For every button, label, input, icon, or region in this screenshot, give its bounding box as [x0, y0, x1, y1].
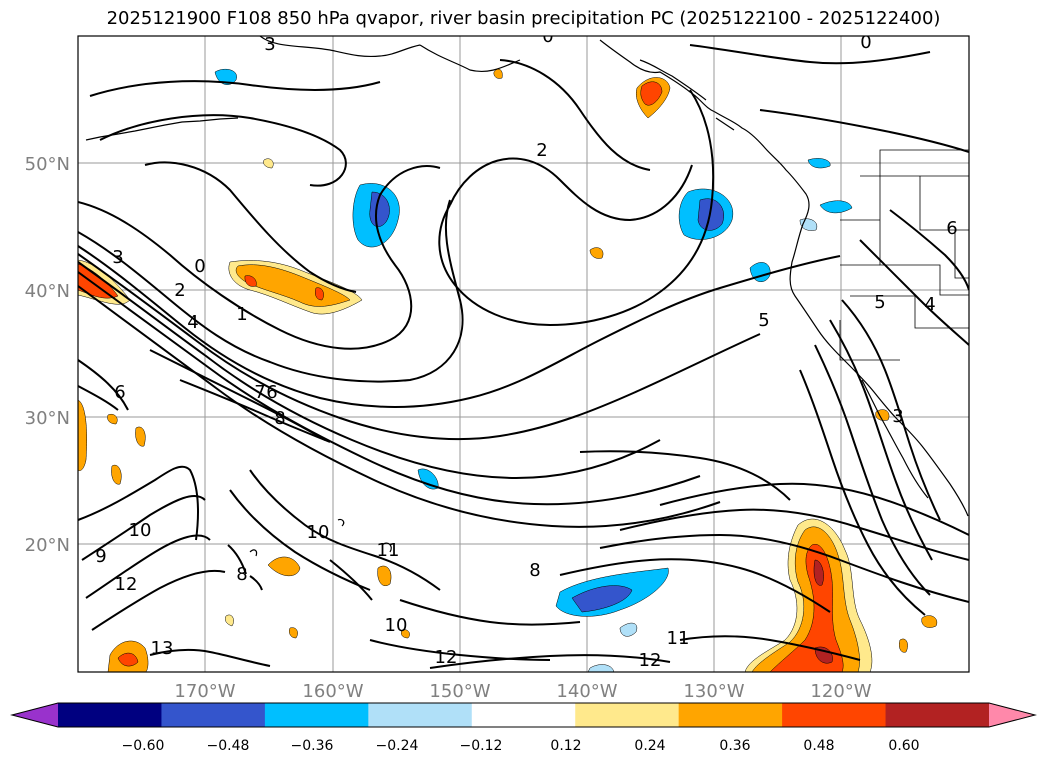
colorbar-tick: 0.24 [634, 738, 665, 754]
lon-label-150w: 150°W [429, 681, 490, 702]
colorbar-tick: −0.48 [207, 738, 250, 754]
colorbar-tick: 0.12 [550, 738, 581, 754]
contour-label-3: 3 [112, 247, 123, 268]
contour-label-11: 11 [377, 540, 400, 561]
colorbar-bin [368, 703, 473, 727]
contour-label-1: 1 [236, 304, 247, 325]
contour-label-6: 6 [266, 382, 277, 403]
colorbar-tick: 0.60 [888, 738, 919, 754]
lon-label-120w: 120°W [810, 681, 871, 702]
colorbar-bin [782, 703, 887, 727]
colorbar-ticks: −0.60 −0.48 −0.36 −0.24 −0.12 0.12 0.24 … [122, 738, 920, 754]
colorbar [10, 702, 1037, 728]
contour-label-10: 10 [385, 615, 408, 636]
colorbar-bin [264, 703, 369, 727]
colorbar-tick: −0.36 [291, 738, 334, 754]
contour-labels: 3 0 0 2 3 0 2 1 4 5 5 4 6 6 7 6 8 3 10 9… [95, 26, 957, 671]
colorbar-bin [471, 703, 576, 727]
lat-label-30n: 30°N [25, 408, 70, 429]
contour-label-0: 0 [542, 26, 553, 47]
contour-label-8: 8 [274, 408, 285, 429]
lon-label-170w: 170°W [174, 681, 235, 702]
map-frame [77, 35, 970, 673]
contour-label-12: 12 [435, 647, 458, 668]
longitude-labels: 170°W 160°W 150°W 140°W 130°W 120°W [174, 681, 871, 702]
contour-label-7: 7 [254, 382, 265, 403]
lon-label-160w: 160°W [302, 681, 363, 702]
colorbar-extend-high [989, 703, 1035, 727]
contour-label-8: 8 [236, 564, 247, 585]
contour-label-3: 3 [264, 34, 275, 55]
contour-label-3: 3 [892, 406, 903, 427]
lat-label-20n: 20°N [25, 535, 70, 556]
map-title: 2025121900 F108 850 hPa qvapor, river ba… [106, 8, 941, 29]
lon-label-130w: 130°W [683, 681, 744, 702]
contour-label-0: 0 [194, 256, 205, 277]
contour-label-10: 10 [307, 522, 330, 543]
lon-label-140w: 140°W [556, 681, 617, 702]
colorbar-tick: −0.12 [460, 738, 503, 754]
contour-label-0: 0 [860, 32, 871, 53]
colorbar-tick: 0.48 [803, 738, 834, 754]
colorbar-tick: 0.36 [719, 738, 750, 754]
contour-label-13: 13 [151, 638, 174, 659]
qvapor-contours [78, 44, 969, 669]
colorbar-extend-low [12, 703, 58, 727]
colorbar-bin [161, 703, 266, 727]
contour-label-2: 2 [536, 140, 547, 161]
colorbar-outline [10, 702, 1037, 728]
contour-label-5: 5 [874, 292, 885, 313]
contour-label-11: 11 [667, 628, 690, 649]
contour-label-4: 4 [924, 294, 935, 315]
contour-label-5: 5 [758, 310, 769, 331]
latitude-labels: 50°N 40°N 30°N 20°N [25, 154, 70, 556]
contour-label-9: 9 [95, 546, 106, 567]
contour-label-4: 4 [187, 312, 198, 333]
contour-label-2: 2 [174, 280, 185, 301]
contour-label-10: 10 [129, 520, 152, 541]
colorbar-bin [58, 703, 162, 727]
colorbar-tick: −0.60 [122, 738, 165, 754]
contour-label-8: 8 [529, 560, 540, 581]
contour-label-12: 12 [115, 574, 138, 595]
colorbar-bin [678, 703, 783, 727]
contour-label-6: 6 [946, 218, 957, 239]
contour-label-6: 6 [114, 382, 125, 403]
lat-label-40n: 40°N [25, 281, 70, 302]
contour-label-12: 12 [639, 650, 662, 671]
colorbar-tick: −0.24 [376, 738, 419, 754]
colorbar-bin [575, 703, 680, 727]
lat-label-50n: 50°N [25, 154, 70, 175]
colorbar-bin [885, 703, 990, 727]
